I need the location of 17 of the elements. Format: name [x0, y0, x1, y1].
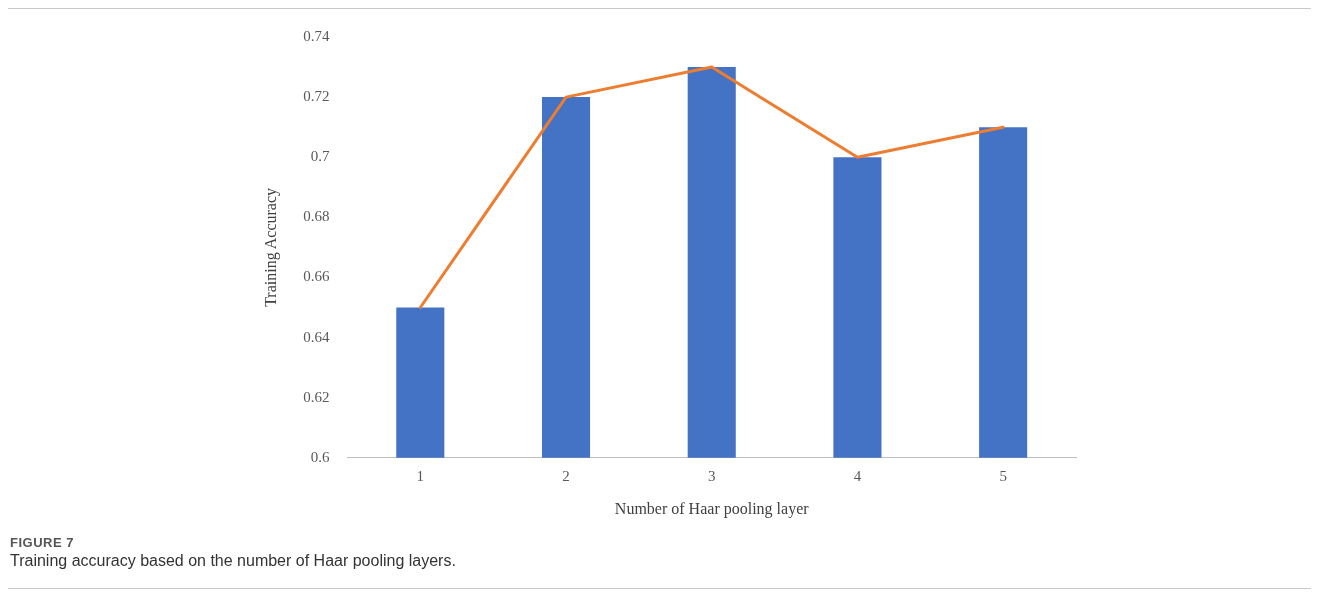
y-axis-title: Training Accuracy: [261, 187, 280, 307]
caption: FIGURE 7: [10, 535, 75, 550]
y-tick-label: 0.62: [303, 388, 330, 405]
y-tick-label: 0.7: [310, 148, 330, 165]
y-tick-label: 0.68: [303, 208, 330, 225]
x-tick-label: 5: [999, 467, 1007, 484]
y-tick-label: 0.64: [303, 328, 330, 345]
y-tick-label: 0.74: [303, 27, 330, 44]
x-tick-label: 1: [416, 467, 425, 484]
x-axis-title: Number of Haar pooling layer: [614, 499, 810, 518]
y-tick-label: 0.72: [303, 88, 330, 105]
y-tick-label: 0.6: [310, 448, 330, 465]
x-tick-label: 2: [562, 467, 570, 484]
x-tick-label: 4: [853, 467, 862, 484]
x-tick-label: 3: [707, 467, 716, 484]
text: Training accuracy based on the number of Haar pooling layers.: [10, 552, 457, 570]
y-tick-label: 0.66: [303, 268, 330, 285]
